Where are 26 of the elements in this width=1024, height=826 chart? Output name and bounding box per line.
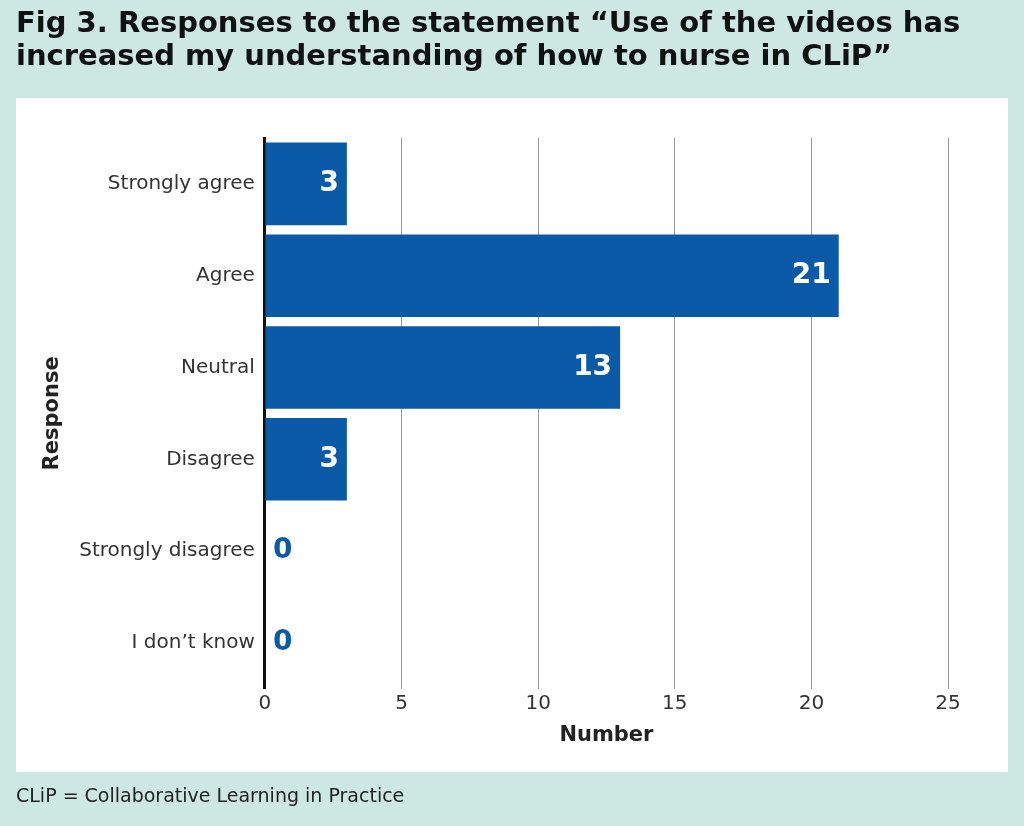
bar	[265, 417, 347, 501]
data-label: 0	[272, 532, 293, 566]
y-tick-label: Neutral	[181, 353, 255, 378]
data-label: 0	[272, 624, 293, 658]
data-label: 13	[573, 348, 613, 382]
bar	[265, 326, 621, 409]
x-tick-label: 0	[258, 690, 272, 714]
x-tick-label: 20	[798, 690, 825, 714]
y-tick-label: Disagree	[166, 445, 255, 470]
y-tick-label: I don’t know	[131, 629, 255, 654]
data-label: 21	[791, 256, 831, 290]
x-tick-label: 10	[525, 690, 551, 714]
bar	[265, 142, 347, 226]
bar	[265, 234, 839, 318]
y-tick-label: Strongly disagree	[79, 537, 255, 562]
x-axis-title: Number	[559, 721, 655, 746]
y-tick-label: Agree	[196, 261, 255, 286]
x-tick-label: 25	[935, 690, 961, 714]
chart-title: Fig 3. Responses to the statement “Use of the videos has increased my understanding of how to nurse in CLiP”	[16, 5, 962, 72]
x-tick-label: 5	[395, 690, 408, 714]
y-axis-title: Response	[39, 356, 64, 471]
data-label: 3	[319, 165, 339, 199]
text: CLiP = Collaborative Learning in Practice	[16, 784, 405, 806]
data-label: 3	[319, 440, 339, 474]
x-tick-label: 15	[662, 690, 688, 714]
y-tick-label: Strongly agree	[107, 170, 255, 195]
